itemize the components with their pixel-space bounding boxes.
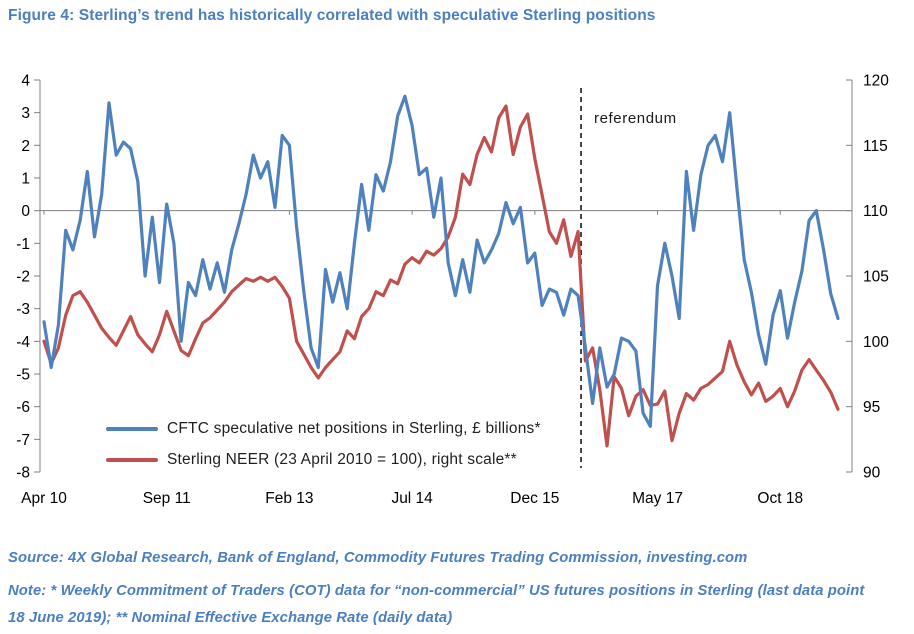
neer-line-swatch	[106, 457, 158, 462]
y-axis-left-label: -7	[16, 432, 30, 449]
y-axis-right-label: 105	[863, 269, 889, 286]
y-axis-left-label: 1	[21, 171, 30, 188]
x-axis-label: Dec 15	[510, 490, 559, 507]
y-axis-right-label: 120	[863, 73, 889, 90]
y-axis-left-label: -4	[16, 334, 30, 351]
note-block: Note: * Weekly Commitment of Traders (CO…	[8, 583, 910, 634]
y-axis-left-label: -5	[16, 367, 30, 384]
y-axis-right-label: 115	[863, 138, 888, 155]
y-axis-left-label: -3	[16, 301, 30, 318]
source-text: Source: 4X Global Research, Bank of Engl…	[8, 550, 748, 566]
figure-title: Figure 4: Sterling’s trend has historica…	[8, 7, 656, 24]
legend-label-neer: Sterling NEER (23 April 2010 = 100), rig…	[167, 450, 517, 468]
y-axis-left-label: 2	[21, 138, 30, 155]
x-axis-label: Jul 14	[391, 490, 433, 507]
note-text-line1: Note: * Weekly Commitment of Traders (CO…	[8, 583, 865, 599]
sterling-neer-line	[42, 104, 840, 448]
y-axis-left-label: -6	[16, 399, 30, 416]
legend-item-neer: Sterling NEER (23 April 2010 = 100), rig…	[106, 444, 541, 475]
cftc-line-swatch	[106, 426, 158, 431]
x-axis-label: Apr 10	[21, 490, 67, 507]
y-axis-left-label: -2	[16, 269, 30, 286]
legend-item-cftc: CFTC speculative net positions in Sterli…	[106, 413, 541, 444]
cftc-net-positions-line	[42, 94, 840, 428]
y-axis-right-label: 100	[863, 334, 889, 351]
referendum-annotation: referendum	[594, 110, 677, 127]
legend-label-cftc: CFTC speculative net positions in Sterli…	[167, 419, 541, 437]
y-axis-left-label: 3	[21, 105, 30, 122]
note-text-line2: 18 June 2019); ** Nominal Effective Exch…	[8, 610, 453, 626]
y-axis-left-label: 0	[21, 203, 30, 220]
y-axis-right-label: 90	[863, 465, 881, 482]
y-axis-right-label: 95	[863, 399, 880, 416]
y-axis-left-label: -1	[16, 236, 30, 253]
y-axis-right-label: 110	[863, 203, 888, 220]
y-axis-left-label: -8	[16, 465, 30, 482]
x-axis-label: Oct 18	[757, 490, 803, 507]
x-axis-label: Sep 11	[143, 490, 191, 507]
x-axis-label: May 17	[632, 490, 683, 507]
x-axis-label: Feb 13	[265, 490, 313, 507]
y-axis-left-label: 4	[21, 73, 30, 90]
legend: CFTC speculative net positions in Sterli…	[106, 413, 541, 475]
